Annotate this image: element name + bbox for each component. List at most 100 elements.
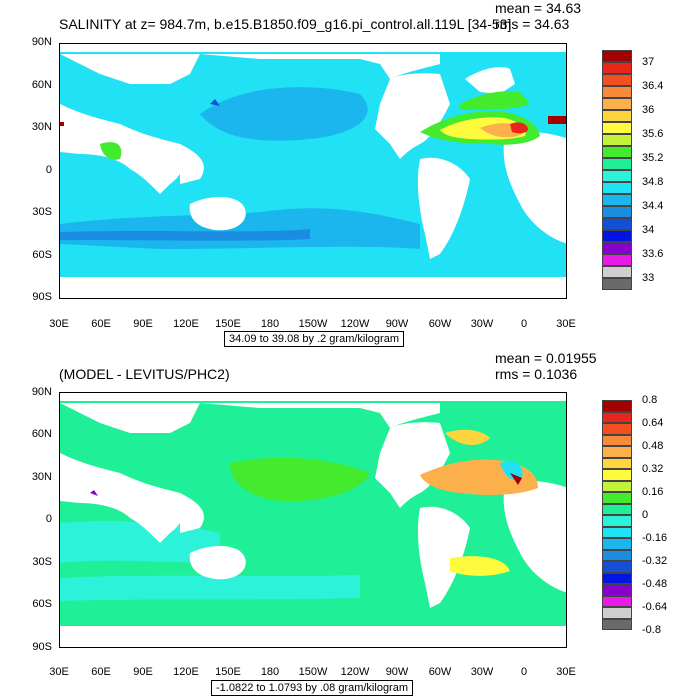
colorbar-label: -0.16	[642, 532, 668, 544]
labrador	[445, 429, 490, 445]
colorbar-swatch	[602, 503, 632, 515]
colorbar-label: 0.64	[642, 417, 664, 429]
north-america	[375, 73, 450, 159]
x-tick: 60E	[91, 666, 111, 678]
arctic-coast	[200, 403, 440, 428]
se-asia	[180, 493, 204, 533]
y-tick: 60N	[31, 79, 52, 91]
south-america	[417, 157, 470, 259]
y-tick: 60N	[31, 428, 52, 440]
mean-stat: mean = 34.63	[495, 0, 582, 16]
y-tick: 90N	[31, 36, 52, 48]
x-tick: 30W	[470, 318, 494, 330]
north-pacific	[200, 87, 368, 141]
colorbar-swatch	[602, 526, 632, 538]
x-tick: 0	[520, 666, 528, 678]
y-tick: 30N	[31, 471, 52, 483]
colorbar-label: -0.32	[642, 555, 668, 567]
colorbar: 37 36.4 36 35.6 35.2 34.8 34.4 34 33.6 33	[602, 50, 692, 290]
map-plot	[59, 392, 567, 648]
colorbar-swatch	[602, 170, 632, 182]
x-tick: 120W	[340, 318, 370, 330]
colorbar-label: 35.6	[642, 128, 664, 140]
australia	[189, 197, 246, 231]
med-sea	[548, 116, 566, 124]
y-tick: 30N	[31, 121, 52, 133]
colorbar-label: 0.48	[642, 440, 664, 452]
x-tick: 180	[260, 318, 280, 330]
colorbar-swatch	[602, 242, 632, 254]
south-america	[417, 506, 470, 608]
colorbar-label: 34	[642, 224, 655, 236]
x-tick: 150E	[215, 318, 241, 330]
colorbar-swatch	[602, 400, 632, 412]
colorbar-swatch	[602, 492, 632, 504]
colorbar-swatch	[602, 446, 632, 458]
y-tick: 90N	[31, 386, 52, 398]
colorbar-swatch	[602, 218, 632, 230]
colorbar: 0.8 0.64 0.48 0.32 0.16 0 -0.16 -0.32 -0.48 -0.64…	[602, 394, 692, 640]
colorbar-swatch	[602, 98, 632, 110]
y-tick: 60S	[32, 598, 52, 610]
colorbar-label: 0	[642, 509, 649, 521]
arctic-coast	[200, 54, 440, 79]
colorbar-label: 0.32	[642, 463, 664, 475]
africa	[503, 480, 566, 593]
x-tick: 150W	[298, 318, 328, 330]
colorbar-swatch	[602, 158, 632, 170]
difference-panel: (MODEL - LEVITUS/PHC2) mean = 0.01955 rm…	[0, 350, 700, 700]
colorbar-label: 34.8	[642, 176, 664, 188]
colorbar-swatch	[602, 194, 632, 206]
colorbar-label: 35.2	[642, 152, 664, 164]
antarctica	[60, 277, 566, 298]
southern-cyan	[60, 575, 360, 601]
na-subpolar	[460, 91, 530, 110]
colorbar-swatch	[602, 480, 632, 492]
colorbar-label: 0.16	[642, 486, 664, 498]
x-tick: 90W	[385, 666, 409, 678]
colorbar-swatch	[602, 538, 632, 550]
colorbar-swatch	[602, 86, 632, 98]
colorbar-swatch	[602, 595, 632, 607]
se-asia	[180, 144, 204, 184]
x-tick: 60W	[428, 666, 452, 678]
colorbar-swatch	[602, 572, 632, 584]
colorbar-swatch	[602, 411, 632, 423]
colorbar-swatch	[602, 607, 632, 619]
colorbar-swatch	[602, 50, 632, 62]
colorbar-swatch	[602, 457, 632, 469]
y-tick: 30S	[32, 206, 52, 218]
rms-stat: rms = 34.63	[495, 16, 570, 32]
colorbar-label: 36.4	[642, 80, 664, 92]
contour-info: -1.0822 to 1.0793 by .08 gram/kilogram	[211, 680, 414, 696]
colorbar-swatch	[602, 434, 632, 446]
africa	[503, 131, 566, 244]
rms-stat: rms = 0.1036	[495, 366, 578, 382]
x-tick: 180	[260, 666, 280, 678]
mean-stat: mean = 0.01955	[495, 350, 597, 366]
colorbar-label: 0.8	[642, 394, 658, 406]
salinity-panel: SALINITY at z= 984.7m, b.e15.B1850.f09_g…	[31, 0, 692, 347]
colorbar-label: -0.64	[642, 601, 668, 613]
colorbar-label: -0.8	[642, 624, 661, 636]
map-svg	[60, 44, 566, 298]
colorbar-swatch	[602, 515, 632, 527]
colorbar-swatch	[602, 110, 632, 122]
west-edge-spot	[60, 122, 64, 126]
x-tick: 60E	[91, 318, 111, 330]
x-tick: 90E	[133, 318, 153, 330]
kuroshio-spot	[210, 99, 220, 106]
colorbar-swatch	[602, 584, 632, 596]
pacific-green	[230, 457, 370, 502]
x-tick: 30W	[470, 666, 494, 678]
x-tick: 120W	[340, 666, 370, 678]
colorbar-swatch	[602, 266, 632, 278]
colorbar-swatch	[602, 134, 632, 146]
colorbar-swatch	[602, 561, 632, 573]
x-tick: 90E	[133, 666, 153, 678]
x-tick: 150E	[215, 666, 241, 678]
colorbar-swatch	[602, 74, 632, 86]
colorbar-swatch	[602, 182, 632, 194]
colorbar-swatch	[602, 146, 632, 158]
med-outflow	[510, 122, 528, 134]
